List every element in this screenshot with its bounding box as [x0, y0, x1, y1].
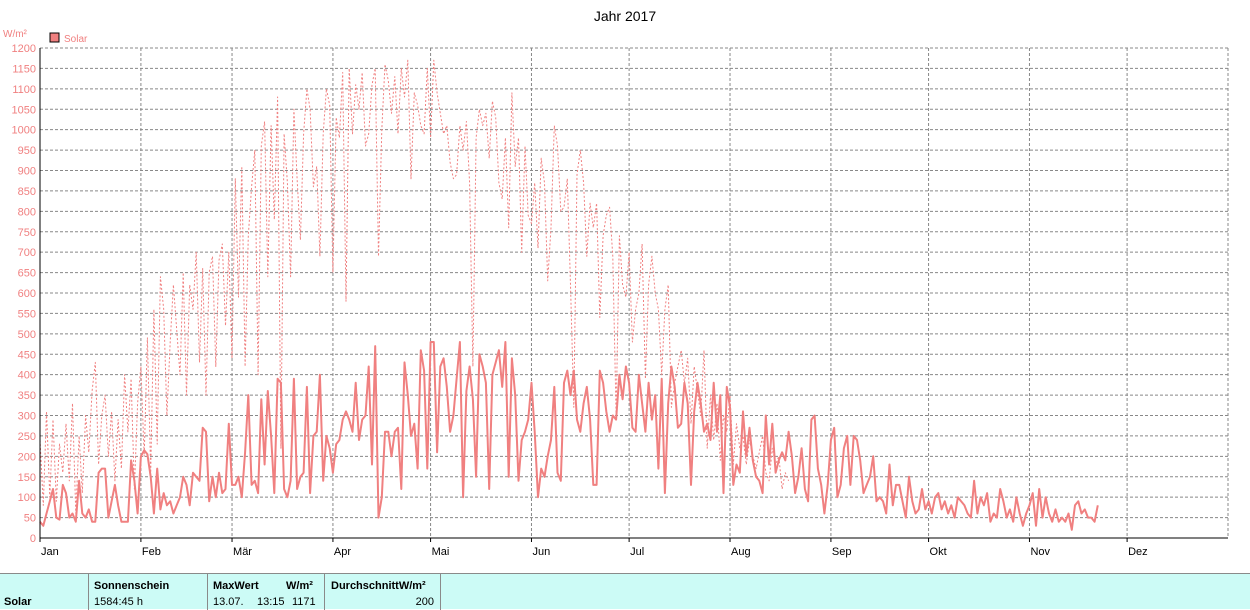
- grid-lines: [40, 47, 1229, 538]
- y-tick-label: 300: [18, 411, 36, 423]
- chart-canvas: 0 50 100 150 200 250 300 350 400 450 500 550 600 650 7…: [3, 8, 1229, 558]
- footer-max-value: 1171: [292, 596, 316, 608]
- footer-sunshine-header: Sonnenschein: [94, 580, 170, 592]
- y-tick-label: 1150: [12, 63, 36, 75]
- x-tick-label: Feb: [142, 546, 161, 558]
- y-tick-label: 150: [18, 472, 36, 484]
- footer-sunshine-cell: Sonnenschein 1584:45 h: [88, 574, 207, 610]
- y-tick-label: 950: [18, 145, 36, 157]
- x-tick-label: Mär: [233, 546, 252, 558]
- data-series: [39, 59, 1099, 531]
- y-tick-label: 700: [18, 247, 36, 259]
- footer-max-unit: W/m²: [286, 580, 313, 592]
- x-tick-label: Apr: [334, 546, 351, 558]
- y-tick-label: 400: [18, 370, 36, 382]
- y-tick-label: 200: [18, 451, 36, 463]
- y-tick-label: 550: [18, 308, 36, 320]
- legend-swatch-solar: [49, 32, 60, 43]
- y-tick-label: 500: [18, 329, 36, 341]
- y-axis-ticks: 0 50 100 150 200 250 300 350 400 450 500 550 600 650 7…: [12, 43, 36, 545]
- footer-sunshine-value: 1584:45 h: [94, 596, 143, 608]
- x-tick-label: Sep: [832, 546, 852, 558]
- y-tick-label: 250: [18, 431, 36, 443]
- x-tick-label: Aug: [731, 546, 751, 558]
- series-line-solar-max: [39, 59, 790, 514]
- x-tick-label: Jun: [532, 546, 550, 558]
- y-tick-label: 650: [18, 268, 36, 280]
- y-tick-label: 600: [18, 288, 36, 300]
- x-tick-label: Mai: [432, 546, 450, 558]
- y-tick-label: 800: [18, 206, 36, 218]
- y-tick-label: 850: [18, 186, 36, 198]
- footer-avg-value: 200: [415, 596, 434, 608]
- y-tick-label: 1100: [12, 84, 36, 96]
- y-tick-label: 450: [18, 349, 36, 361]
- x-tick-label: Dez: [1128, 546, 1148, 558]
- footer-max-header: MaxWert: [213, 580, 259, 592]
- y-tick-label: 100: [18, 492, 36, 504]
- footer-avg-header: DurchschnittW/m²: [331, 580, 426, 592]
- x-axis-ticks: Jan Feb Mär Apr Mai Jun Jul Aug Sep Okt Nov Dez: [39, 538, 1148, 558]
- y-tick-label: 1000: [12, 125, 36, 137]
- footer-row-label-cell: Solar: [0, 574, 88, 610]
- y-tick-label: 50: [24, 513, 36, 525]
- x-tick-label: Okt: [930, 546, 947, 558]
- y-tick-label: 1050: [12, 104, 36, 116]
- legend: Solar: [49, 32, 88, 45]
- footer-max-time: 13:15: [257, 596, 285, 608]
- legend-label-solar: Solar: [64, 34, 88, 45]
- y-tick-label: 0: [30, 533, 36, 545]
- x-tick-label: Jan: [41, 546, 59, 558]
- footer-max-date: 13.07.: [213, 596, 244, 608]
- x-tick-label: Nov: [1030, 546, 1050, 558]
- y-tick-label: 750: [18, 227, 36, 239]
- y-tick-label: 350: [18, 390, 36, 402]
- footer-max-cell: MaxWert W/m² 13.07. 13:15 1171: [207, 574, 324, 610]
- footer-row-label: Solar: [4, 596, 32, 608]
- footer-avg-cell: DurchschnittW/m² 200: [324, 574, 441, 610]
- y-tick-label: 900: [18, 166, 36, 178]
- chart-title: Jahr 2017: [594, 8, 656, 24]
- x-tick-label: Jul: [630, 546, 644, 558]
- y-axis-unit-label: W/m²: [3, 29, 28, 40]
- series-line-solar: [39, 341, 1099, 531]
- summary-footer: Solar Sonnenschein 1584:45 h MaxWert W/m…: [0, 573, 1250, 610]
- y-tick-label: 1200: [12, 43, 36, 55]
